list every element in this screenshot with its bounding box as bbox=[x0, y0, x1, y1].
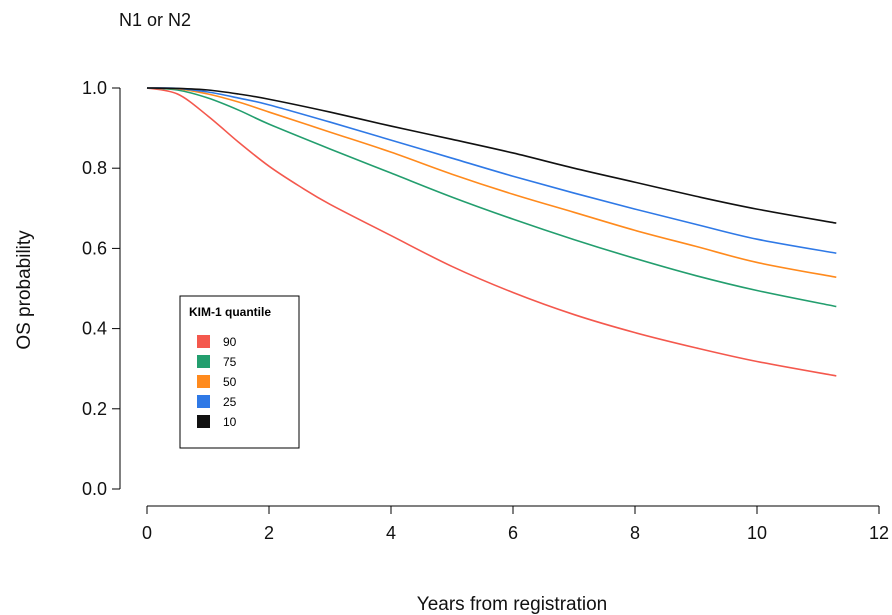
legend-title: KIM-1 quantile bbox=[189, 305, 271, 319]
series-line-10 bbox=[146, 87, 837, 224]
y-tick-label: 0.8 bbox=[82, 158, 107, 178]
legend-swatch-50 bbox=[197, 375, 210, 388]
legend-label-50: 50 bbox=[223, 375, 237, 389]
y-tick-label: 0.0 bbox=[82, 479, 107, 499]
y-axis: 0.0 0.2 0.4 0.6 0.8 1.0 bbox=[82, 78, 121, 499]
y-tick-label: 0.2 bbox=[82, 399, 107, 419]
series-line-75 bbox=[146, 87, 837, 308]
series-line-90 bbox=[146, 87, 837, 377]
legend-label-75: 75 bbox=[223, 355, 237, 369]
x-tick-label: 0 bbox=[142, 523, 152, 543]
legend-label-90: 90 bbox=[223, 335, 237, 349]
chart-title: N1 or N2 bbox=[119, 10, 191, 30]
legend-label-25: 25 bbox=[223, 395, 237, 409]
x-tick-label: 6 bbox=[508, 523, 518, 543]
legend-swatch-10 bbox=[197, 415, 210, 428]
x-tick-label: 4 bbox=[386, 523, 396, 543]
series-lines bbox=[146, 87, 837, 377]
x-axis-label: Years from registration bbox=[417, 594, 607, 615]
x-tick-label: 2 bbox=[264, 523, 274, 543]
x-tick-label: 10 bbox=[747, 523, 767, 543]
legend-swatch-75 bbox=[197, 355, 210, 368]
legend-swatch-90 bbox=[197, 335, 210, 348]
legend-label-10: 10 bbox=[223, 415, 237, 429]
y-tick-label: 0.4 bbox=[82, 319, 107, 339]
y-axis-label: OS probability bbox=[14, 230, 35, 350]
legend: KIM-1 quantile 90 75 50 25 10 bbox=[179, 295, 300, 449]
x-axis: 0 2 4 6 8 10 12 bbox=[142, 505, 889, 543]
legend-items: 90 75 50 25 10 bbox=[197, 335, 237, 429]
legend-swatch-25 bbox=[197, 395, 210, 408]
y-tick-label: 1.0 bbox=[82, 78, 107, 98]
x-tick-label: 8 bbox=[630, 523, 640, 543]
series-line-25 bbox=[146, 87, 837, 254]
x-tick-label: 12 bbox=[869, 523, 889, 543]
y-tick-label: 0.6 bbox=[82, 238, 107, 258]
series-line-50 bbox=[146, 87, 837, 279]
